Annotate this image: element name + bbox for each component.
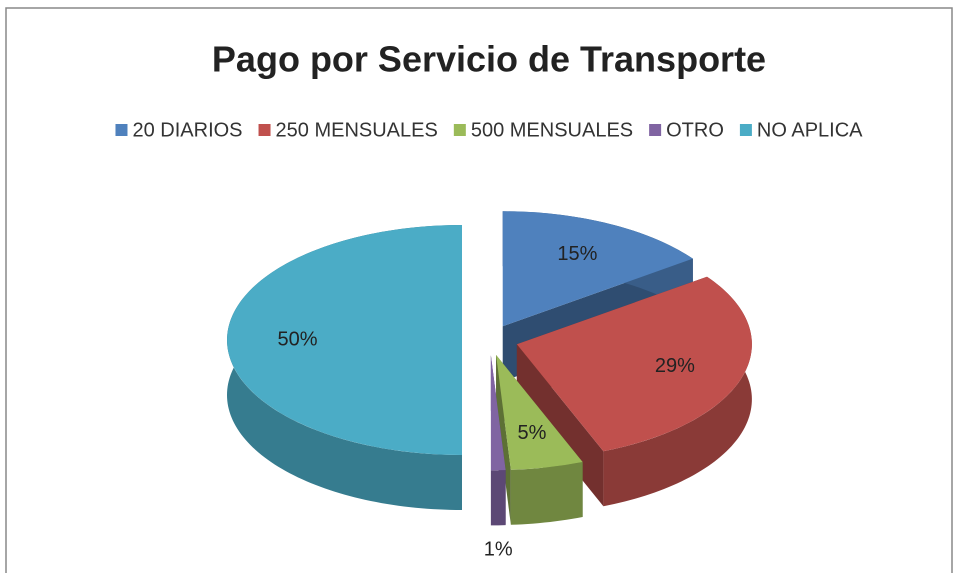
legend-swatch: [649, 124, 662, 136]
slice-top: [502, 211, 693, 327]
data-label: 15%: [557, 243, 597, 265]
slice: [490, 355, 506, 526]
data-label: 29%: [655, 355, 695, 377]
data-label: 1%: [484, 538, 513, 560]
slice-wall: [490, 470, 506, 526]
legend-label: 250 MENSUALES: [276, 119, 438, 141]
slice-top: [490, 355, 506, 471]
data-label: 5%: [518, 422, 547, 444]
legend-swatch: [739, 124, 752, 136]
legend-label: OTRO: [666, 119, 724, 141]
slice-side: [496, 355, 511, 525]
slice-top: [227, 225, 462, 455]
legend-label: NO APLICA: [757, 119, 863, 141]
chart-frame: [5, 7, 953, 573]
chart-title: Pago por Servicio de Transporte: [212, 39, 766, 80]
slice: [496, 355, 583, 525]
legend-label: 500 MENSUALES: [471, 119, 633, 141]
slice-top: [516, 276, 752, 452]
slice-wall: [510, 461, 583, 525]
slice-top: [496, 355, 583, 470]
legend-swatch: [115, 124, 128, 136]
legend: 20 DIARIOS 250 MENSUALES 500 MENSUALES OTRO…: [115, 119, 863, 141]
legend-swatch: [258, 124, 271, 136]
legend-swatch: [453, 124, 466, 136]
slice: [227, 225, 462, 510]
data-label: 50%: [277, 328, 317, 350]
legend-label: 20 DIARIOS: [132, 119, 242, 141]
